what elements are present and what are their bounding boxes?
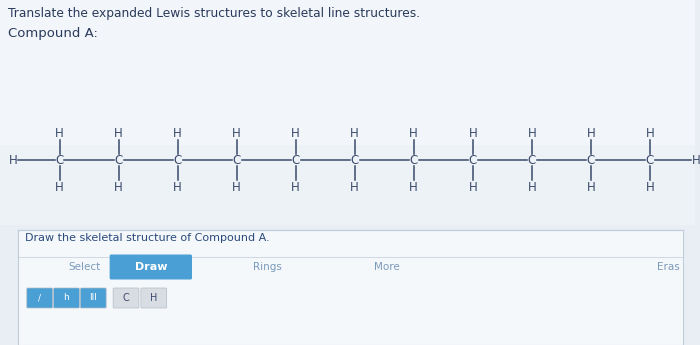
FancyBboxPatch shape [54, 288, 79, 308]
Text: Draw: Draw [134, 262, 167, 272]
Text: More: More [374, 262, 400, 272]
Text: C: C [528, 154, 536, 167]
Text: lll: lll [90, 294, 97, 303]
Text: Draw the skeletal structure of Compound A.: Draw the skeletal structure of Compound … [25, 233, 270, 243]
Text: H: H [232, 127, 241, 139]
Text: H: H [350, 180, 359, 194]
Text: Eras: Eras [657, 262, 680, 272]
Text: H: H [55, 180, 64, 194]
FancyBboxPatch shape [110, 255, 192, 279]
FancyBboxPatch shape [141, 288, 167, 308]
Text: H: H [645, 180, 654, 194]
Text: H: H [468, 180, 477, 194]
Text: C: C [587, 154, 595, 167]
Text: C: C [232, 154, 241, 167]
Text: H: H [587, 127, 595, 139]
Text: H: H [645, 127, 654, 139]
Bar [0, 0, 694, 225]
Text: C: C [122, 293, 130, 303]
Text: H: H [527, 180, 536, 194]
Text: Translate the expanded Lewis structures to skeletal line structures.: Translate the expanded Lewis structures … [8, 7, 420, 20]
Text: H: H [692, 154, 700, 167]
Text: H: H [291, 180, 300, 194]
Text: C: C [469, 154, 477, 167]
Text: H: H [410, 180, 418, 194]
Text: H: H [9, 154, 18, 167]
Text: /: / [38, 294, 41, 303]
Text: h: h [64, 294, 69, 303]
Text: H: H [350, 127, 359, 139]
Text: H: H [527, 127, 536, 139]
FancyBboxPatch shape [27, 288, 52, 308]
Bar [18, 230, 682, 345]
Text: C: C [351, 154, 359, 167]
Text: H: H [114, 180, 123, 194]
Text: C: C [114, 154, 122, 167]
Text: H: H [150, 293, 158, 303]
Text: H: H [587, 180, 595, 194]
Text: C: C [646, 154, 654, 167]
Text: C: C [55, 154, 64, 167]
Text: C: C [174, 154, 182, 167]
Text: Select: Select [68, 262, 101, 272]
Text: H: H [173, 127, 182, 139]
Bar [0, 0, 694, 145]
Text: C: C [410, 154, 418, 167]
Text: H: H [55, 127, 64, 139]
Text: H: H [173, 180, 182, 194]
Text: Compound A:: Compound A: [8, 27, 98, 40]
Text: H: H [232, 180, 241, 194]
Text: H: H [291, 127, 300, 139]
FancyBboxPatch shape [80, 288, 106, 308]
Text: H: H [114, 127, 123, 139]
Text: H: H [410, 127, 418, 139]
Text: C: C [291, 154, 300, 167]
Text: H: H [468, 127, 477, 139]
Text: Rings: Rings [253, 262, 282, 272]
FancyBboxPatch shape [113, 288, 139, 308]
